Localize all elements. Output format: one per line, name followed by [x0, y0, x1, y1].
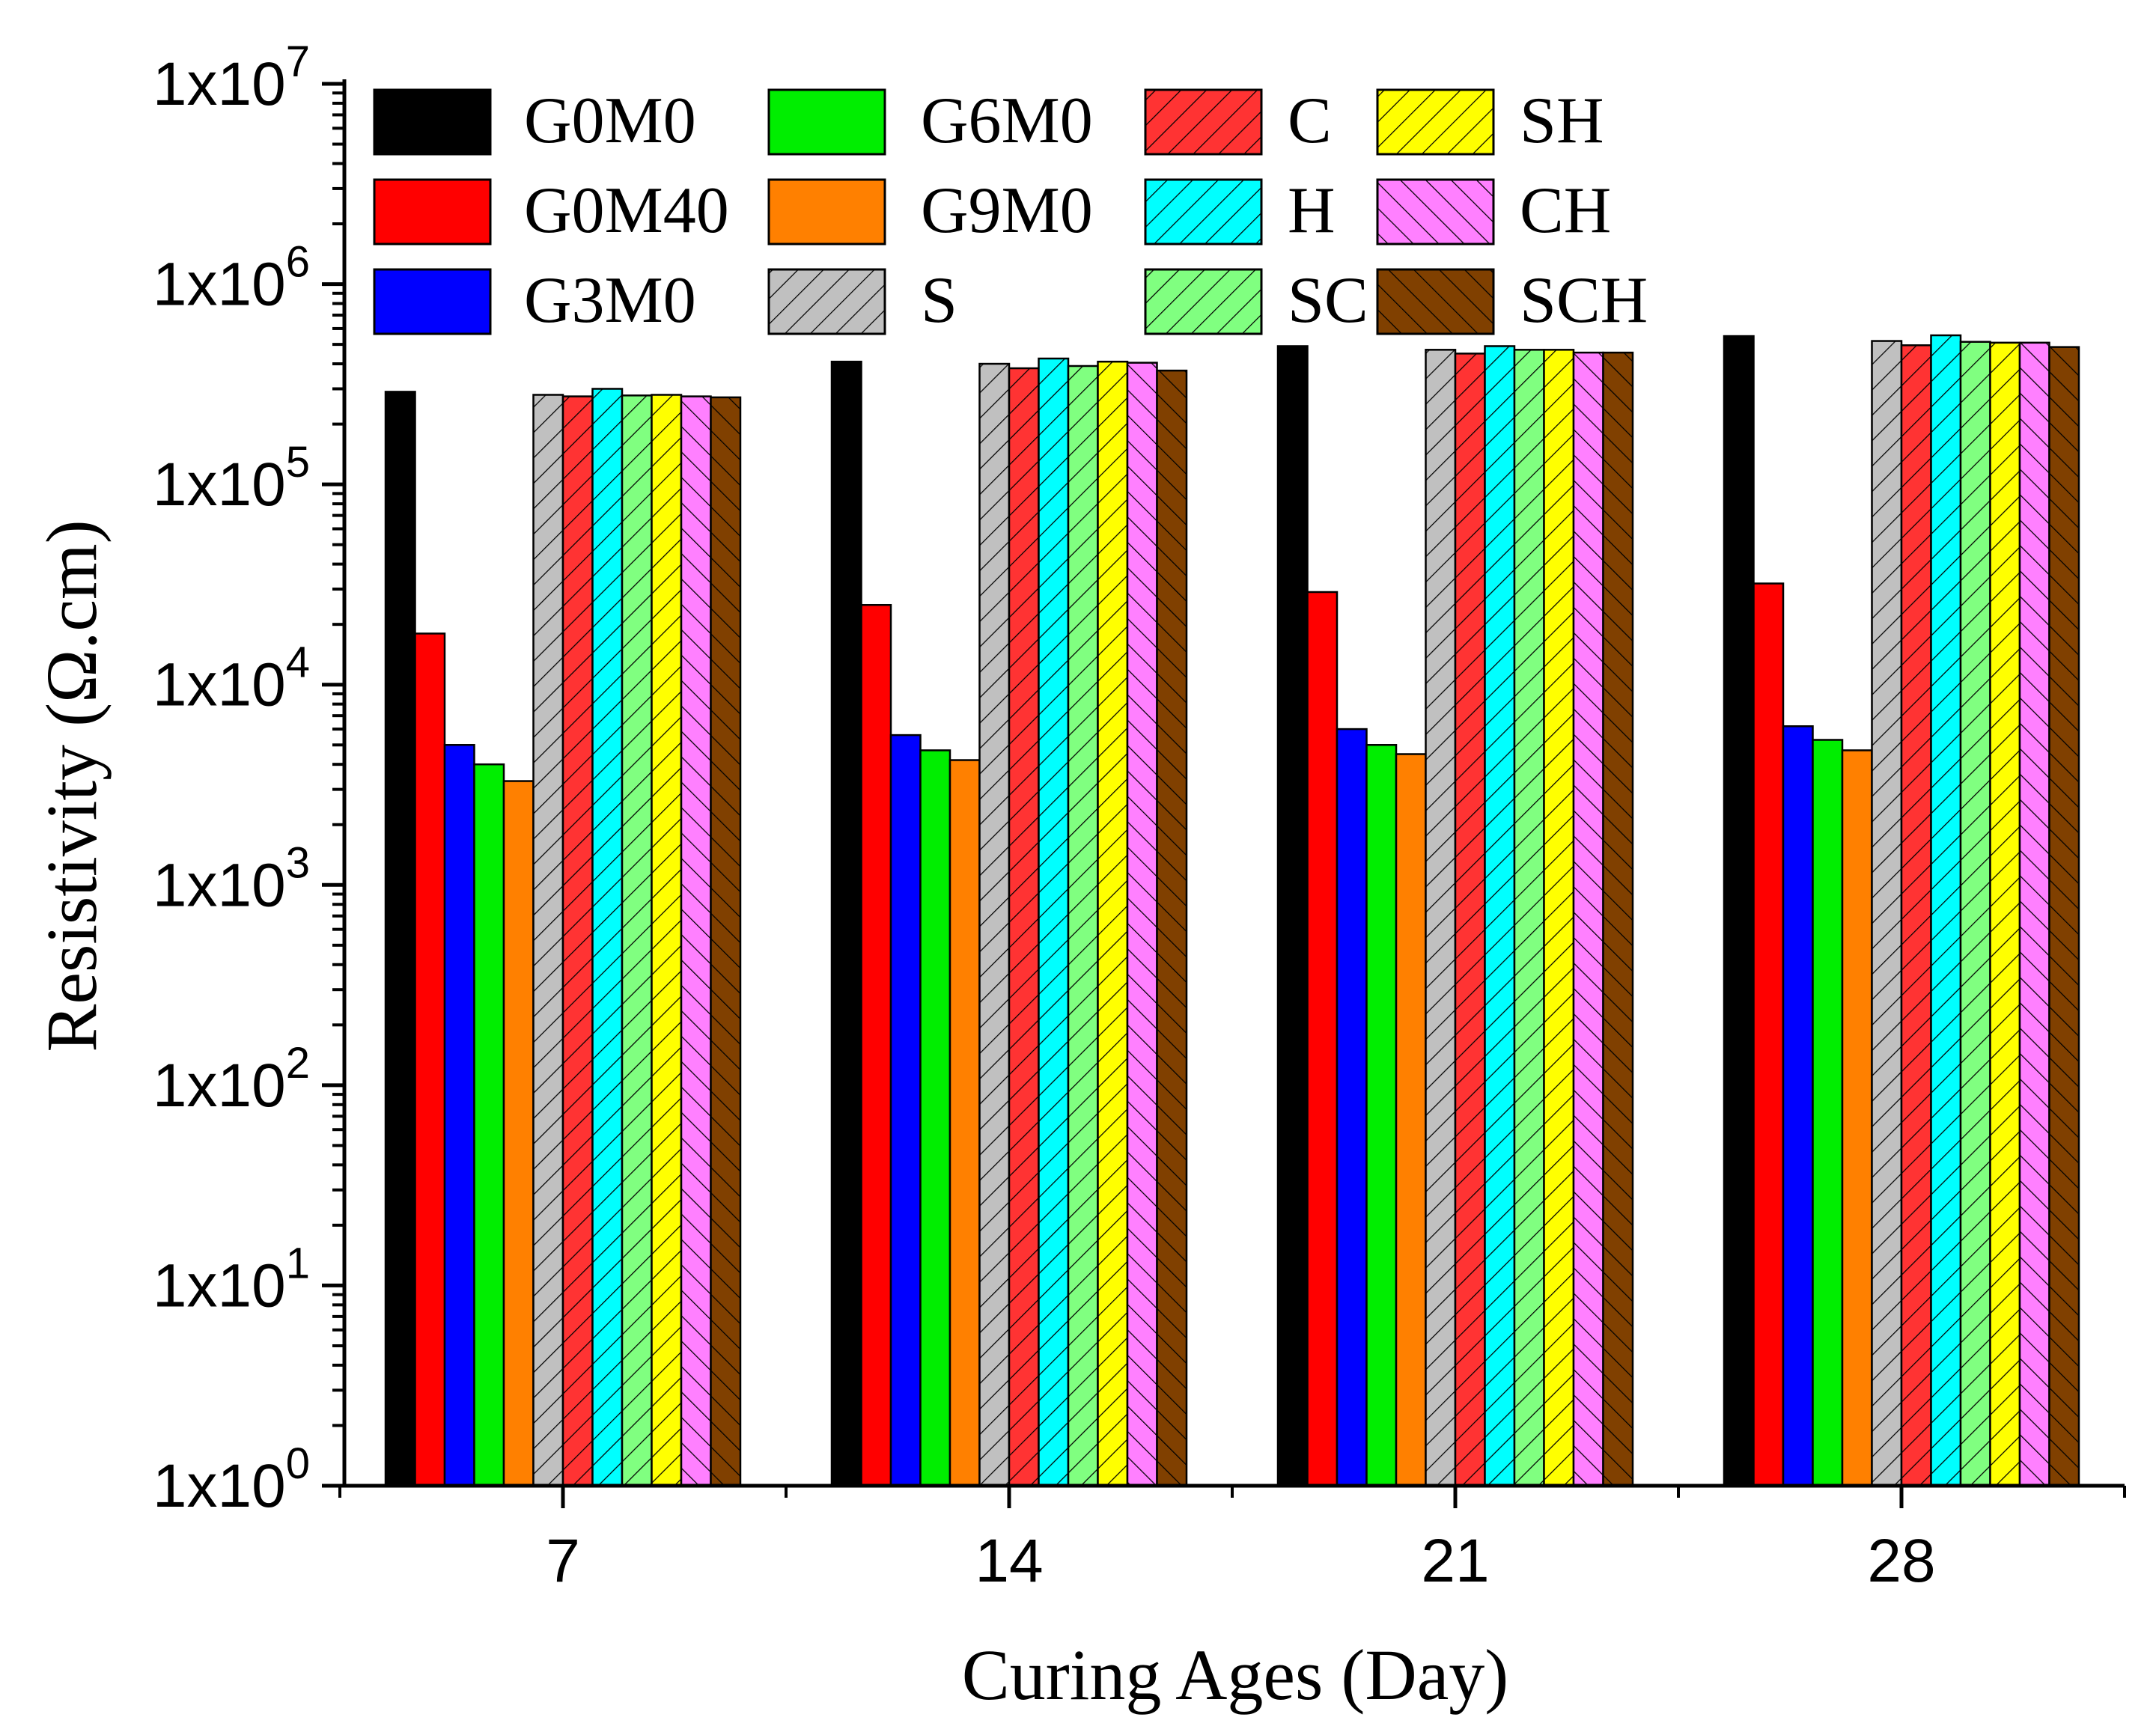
bar-hatch-sh-day-14: [1097, 362, 1127, 1486]
bar-g3m0-day-21: [1336, 728, 1368, 1487]
bar-hatch-h-day-14: [1038, 359, 1068, 1487]
bar-hatch-sc-day-14: [1068, 365, 1098, 1486]
bar-g0m40-day-21: [1306, 591, 1339, 1487]
bar-hatch-c-day-21: [1455, 353, 1485, 1487]
legend-label-sh: SH: [1520, 85, 1604, 157]
x-tick-label: 21: [1421, 1527, 1489, 1595]
bar-hatch-h-day-28: [1931, 335, 1961, 1486]
bar-g0m40-day-7: [414, 632, 446, 1487]
legend-label-g6m0: G6M0: [921, 85, 1093, 157]
legend-swatch-hatch-sh: [1377, 90, 1493, 154]
bars: [384, 334, 2080, 1487]
bar-g0m40-day-14: [860, 603, 892, 1487]
y-tick-label: 1x104: [153, 638, 310, 719]
bar-g9m0-day-21: [1395, 753, 1427, 1487]
bar-hatch-ch-day-21: [1574, 353, 1604, 1486]
bar-hatch-s-day-28: [1872, 341, 1901, 1487]
bar-hatch-s-day-7: [533, 394, 563, 1487]
legend-swatch-g6m0: [767, 88, 886, 156]
legend-label-s: S: [921, 264, 957, 337]
bar-hatch-sch-day-14: [1157, 371, 1187, 1487]
y-tick-label: 1x106: [153, 238, 310, 319]
y-tick-label: 1x103: [153, 838, 310, 919]
bar-g0m0-day-7: [384, 391, 416, 1487]
y-tick-label: 1x105: [153, 438, 310, 519]
legend-label-g9m0: G9M0: [921, 174, 1093, 247]
bar-hatch-ch-day-28: [2020, 342, 2050, 1487]
bar-hatch-sch-day-28: [2049, 347, 2079, 1486]
bar-g6m0-day-7: [473, 763, 505, 1487]
legend-swatch-hatch-sc: [1145, 269, 1261, 334]
legend-swatch-g9m0: [767, 178, 886, 246]
axes: 1x100 1x101 1x102 1x103 1x104 1x105 1x106 1x107…: [153, 37, 2126, 1595]
legend-swatch-g0m0: [373, 88, 492, 156]
bar-hatch-c-day-7: [563, 396, 593, 1486]
legend-label-sc: SC: [1288, 264, 1368, 337]
bar-hatch-sh-day-7: [651, 394, 681, 1487]
bar-hatch-h-day-7: [592, 388, 622, 1487]
bar-hatch-sch-day-7: [710, 397, 740, 1486]
legend-swatch-hatch-s: [769, 269, 885, 334]
bar-hatch-ch-day-14: [1127, 362, 1157, 1487]
bar-hatch-ch-day-7: [681, 396, 711, 1486]
bar-g9m0-day-28: [1841, 749, 1873, 1487]
legend-label-g0m40: G0M40: [524, 174, 729, 247]
x-axis-title: Curing Ages (Day): [962, 1635, 1509, 1715]
legend-label-g3m0: G3M0: [524, 264, 696, 337]
bar-g0m0-day-21: [1276, 345, 1309, 1487]
legend-swatch-g3m0: [373, 268, 492, 335]
y-tick-label: 1x107: [153, 37, 310, 118]
bar-g6m0-day-28: [1812, 739, 1844, 1487]
bar-g9m0-day-14: [948, 759, 981, 1487]
bar-hatch-sh-day-21: [1544, 350, 1574, 1486]
y-axis-title: Resistivity (Ω.cm): [31, 519, 112, 1052]
bar-g9m0-day-7: [502, 780, 535, 1487]
legend-swatch-g0m40: [373, 178, 492, 246]
bar-hatch-h-day-21: [1484, 346, 1514, 1487]
legend-label-g0m0: G0M0: [524, 85, 696, 157]
y-tick-label: 1x102: [153, 1039, 310, 1120]
legend-swatch-hatch-c: [1145, 90, 1261, 154]
legend-label-h: H: [1288, 174, 1336, 247]
bar-hatch-sch-day-21: [1603, 353, 1633, 1486]
bar-g6m0-day-21: [1365, 744, 1398, 1487]
bar-g3m0-day-14: [889, 734, 922, 1487]
y-tick-label: 1x101: [153, 1239, 310, 1320]
bar-g3m0-day-7: [443, 744, 475, 1487]
legend-swatch-hatch-ch: [1377, 180, 1493, 244]
bar-hatch-sh-day-28: [1990, 342, 2020, 1487]
bar-hatch-c-day-14: [1009, 368, 1039, 1487]
bar-g3m0-day-28: [1782, 725, 1814, 1487]
bar-g0m0-day-28: [1723, 335, 1755, 1487]
legend-swatch-hatch-sch: [1377, 269, 1493, 334]
legend-label-sch: SCH: [1520, 264, 1648, 337]
bar-hatch-sc-day-28: [1961, 341, 1991, 1486]
x-tick-label: 14: [975, 1527, 1043, 1595]
bar-g0m40-day-28: [1752, 582, 1785, 1487]
bar-g6m0-day-14: [919, 749, 951, 1487]
bar-hatch-c-day-28: [1901, 345, 1931, 1486]
x-tick-label: 7: [546, 1527, 580, 1595]
legend-swatch-hatch-h: [1145, 180, 1261, 244]
bar-hatch-s-day-21: [1425, 350, 1455, 1486]
x-tick-label: 28: [1867, 1527, 1935, 1595]
y-tick-label: 1x100: [153, 1439, 310, 1520]
legend-label-ch: CH: [1520, 174, 1611, 247]
legend-label-c: C: [1288, 85, 1332, 157]
bar-hatch-sc-day-7: [622, 395, 652, 1487]
bar-hatch-sc-day-21: [1514, 350, 1544, 1486]
bar-g0m0-day-14: [830, 360, 862, 1487]
bar-hatch-s-day-14: [979, 364, 1009, 1486]
